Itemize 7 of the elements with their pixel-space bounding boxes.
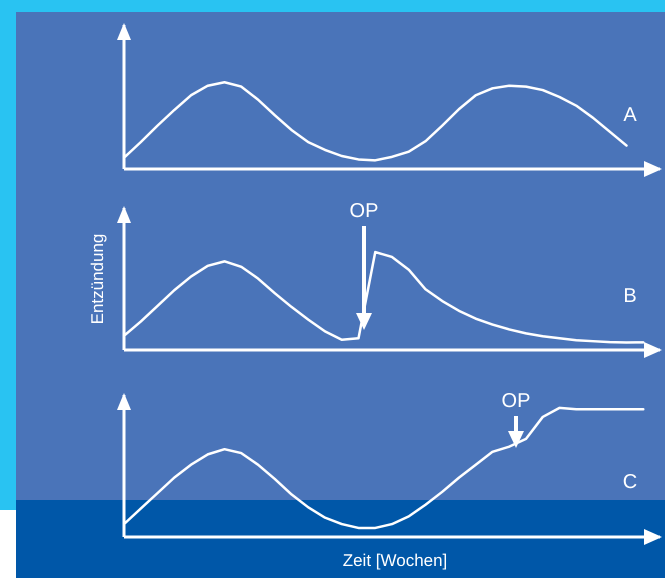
x-axis-title: Zeit [Wochen]: [342, 551, 448, 571]
annotation: A: [623, 104, 637, 126]
annotation: B: [623, 285, 637, 307]
annotation: C: [622, 471, 638, 493]
annotation: OP: [502, 390, 530, 412]
text: OP: [350, 200, 378, 222]
y-axis-title: Entzündung: [88, 234, 108, 324]
